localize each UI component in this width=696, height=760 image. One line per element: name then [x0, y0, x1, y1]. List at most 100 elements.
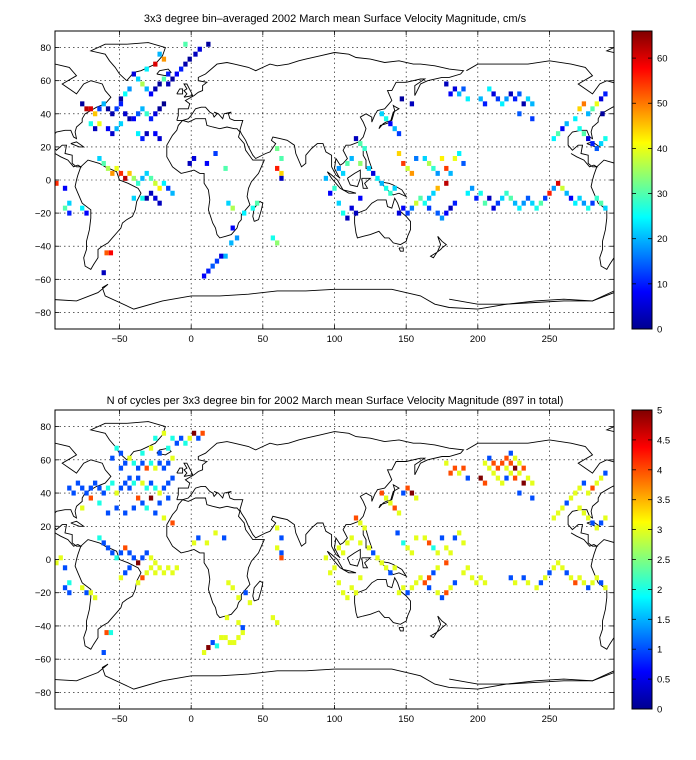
bin-cell	[135, 475, 141, 481]
bin-cell	[512, 96, 518, 102]
bin-cell	[336, 165, 341, 171]
bin-cell	[191, 430, 197, 436]
chart-2-x-tick-label: 0	[189, 714, 194, 725]
bin-cell	[166, 480, 171, 486]
bin-cell	[279, 555, 284, 561]
bin-cell	[92, 126, 98, 132]
chart-1-title: 3x3 degree bin–averaged 2002 March mean …	[144, 13, 527, 25]
bin-cell	[123, 111, 128, 117]
coastline	[361, 557, 372, 569]
bin-cell	[469, 575, 475, 581]
bin-cell	[448, 91, 453, 97]
bin-cell	[279, 170, 284, 176]
bin-cell	[148, 460, 154, 466]
bin-cell	[444, 590, 449, 596]
bin-cell	[491, 205, 496, 211]
bin-cell	[504, 455, 509, 461]
colorbar-tick-label: 0	[657, 705, 662, 716]
bin-cell	[426, 160, 432, 166]
bin-cell	[452, 155, 458, 161]
bin-cell	[336, 545, 341, 551]
bin-cell	[135, 131, 141, 137]
bin-cell	[232, 640, 237, 646]
bin-cell	[275, 545, 280, 551]
bin-cell	[345, 215, 350, 221]
bin-cell	[564, 500, 569, 506]
bin-cell	[279, 155, 284, 161]
bin-cell	[530, 101, 535, 107]
bin-cell	[104, 630, 109, 636]
bin-cell	[196, 535, 201, 541]
bin-cell	[581, 510, 587, 516]
bin-cell	[55, 560, 59, 566]
bin-cell	[358, 540, 363, 546]
chart-1-x-tick-label: −50	[111, 334, 127, 345]
bin-cell	[201, 273, 207, 279]
bin-cell	[178, 66, 184, 72]
bin-cell	[135, 560, 141, 566]
bin-cell	[148, 91, 154, 97]
bin-cell	[213, 530, 218, 536]
bin-cell	[577, 195, 582, 201]
colorbar-tick-label: 40	[657, 144, 668, 155]
bin-cell	[457, 530, 462, 536]
bin-cell	[444, 545, 449, 551]
bin-cell	[148, 175, 154, 181]
bin-cell	[534, 585, 539, 591]
coastline	[156, 68, 172, 77]
colorbar-tick-label: 1	[657, 645, 662, 656]
bin-cell	[573, 200, 578, 206]
coastline	[55, 63, 112, 168]
bin-cell	[123, 570, 128, 576]
bin-cell	[431, 545, 436, 551]
colorbar-tick-label: 50	[657, 99, 668, 110]
bin-cell	[114, 126, 119, 132]
bin-cell	[500, 460, 505, 466]
bin-cell	[353, 590, 359, 596]
bin-cell	[461, 570, 466, 576]
bin-cell	[161, 101, 167, 107]
bin-cell	[144, 465, 149, 471]
bin-cell	[97, 500, 102, 506]
bin-cell	[409, 585, 415, 591]
bin-cell	[118, 465, 124, 471]
bin-cell	[482, 580, 488, 586]
bin-cell	[452, 200, 458, 206]
bin-cell	[448, 470, 453, 476]
bin-cell	[140, 450, 145, 456]
bin-cell	[114, 106, 119, 112]
bin-cell	[127, 170, 132, 176]
bin-cell	[144, 111, 149, 117]
coastline	[466, 439, 614, 547]
bin-cell	[118, 575, 124, 581]
coastline	[166, 118, 265, 239]
bin-cell	[340, 550, 346, 556]
bin-cell	[123, 510, 128, 516]
bin-cell	[161, 515, 167, 521]
bin-cell	[525, 195, 531, 201]
bin-cell	[123, 480, 128, 486]
bin-cell	[101, 650, 106, 656]
chart-1-y-tick-label: 80	[40, 43, 51, 54]
bin-cell	[153, 485, 158, 491]
bin-cell	[84, 590, 89, 596]
bin-cell	[538, 580, 544, 586]
bin-cell	[157, 185, 162, 191]
bin-cell	[153, 570, 158, 576]
bin-cell	[275, 165, 280, 171]
bin-cell	[127, 550, 132, 556]
bin-cell	[478, 475, 483, 481]
bin-cell	[435, 550, 440, 556]
bin-cell	[366, 545, 372, 551]
bin-cell	[183, 440, 188, 446]
bin-cell	[213, 151, 218, 156]
bin-cell	[170, 475, 175, 481]
bin-cell	[396, 210, 402, 216]
bin-cell	[88, 590, 93, 596]
bin-cell	[547, 190, 552, 196]
bin-cell	[388, 570, 393, 576]
bin-cell	[358, 195, 363, 201]
bin-cell	[80, 205, 85, 211]
bin-cell	[131, 195, 136, 201]
bin-cell	[495, 96, 501, 102]
